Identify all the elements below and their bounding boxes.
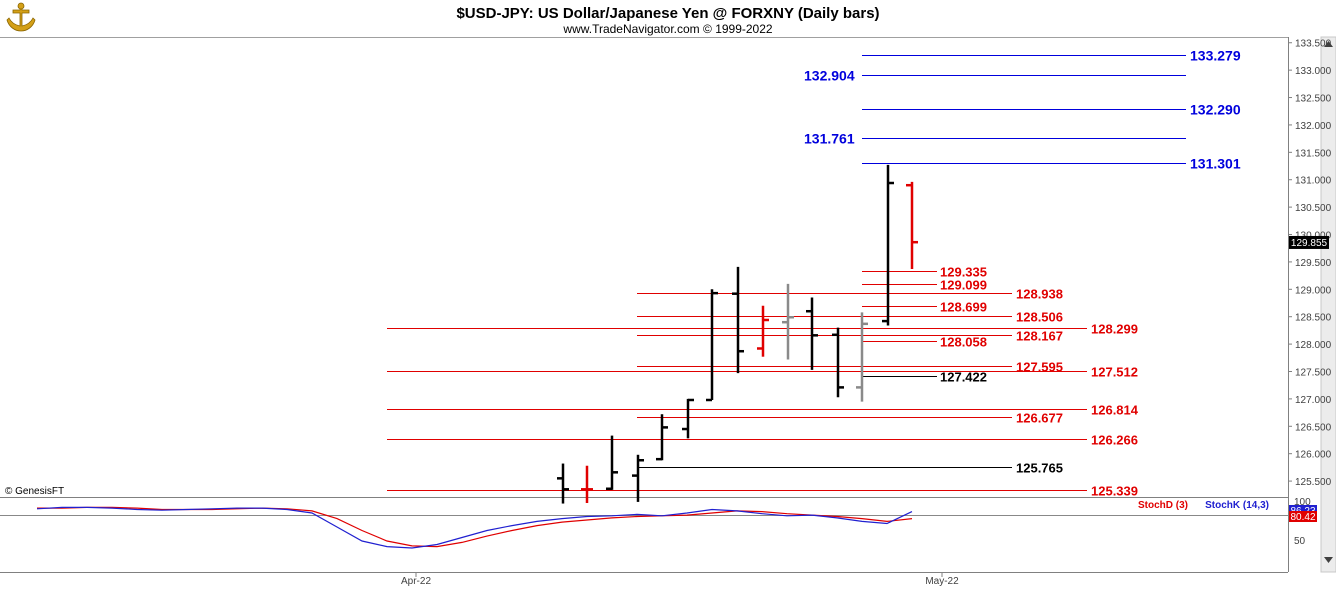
- ohlc-bar: [732, 266, 744, 374]
- stochd-last-value: 80.42: [1290, 512, 1315, 523]
- level-label: 126.677: [1016, 411, 1063, 426]
- level-label: 128.299: [1091, 322, 1138, 337]
- stochk-legend: StochK (14,3): [1205, 500, 1269, 511]
- level-lines: [387, 55, 1186, 491]
- price-tick-label: 128.000: [1295, 340, 1332, 351]
- level-label: 129.335: [940, 265, 987, 280]
- level-label: 128.058: [940, 335, 987, 350]
- chart-subtitle: www.TradeNavigator.com © 1999-2022: [562, 22, 772, 36]
- price-tick-label: 131.000: [1295, 176, 1332, 187]
- price-tick-label: 132.500: [1295, 94, 1332, 105]
- stochd-legend: StochD (3): [1138, 500, 1188, 511]
- level-label: 131.301: [1190, 156, 1241, 172]
- stoch-tick-100: 100: [1294, 497, 1311, 508]
- ohlc-bar: [682, 398, 694, 439]
- level-label: 127.595: [1016, 360, 1063, 375]
- level-label: 128.699: [940, 300, 987, 315]
- watermark: © GenesisFT: [5, 486, 64, 497]
- price-tick-label: 133.500: [1295, 39, 1332, 50]
- triangle-up-icon[interactable]: [1324, 41, 1333, 47]
- level-label: 125.339: [1091, 484, 1138, 499]
- price-tick-label: 133.000: [1295, 66, 1332, 77]
- level-labels: 133.279 132.904 132.290 131.761 131.301 129.3…: [804, 48, 1241, 499]
- level-label: 132.290: [1190, 102, 1241, 118]
- level-label: 128.167: [1016, 329, 1063, 344]
- last-price-marker: 129.855: [1289, 235, 1329, 249]
- price-tick-label: 126.500: [1295, 422, 1332, 433]
- ohlc-bar: [757, 305, 769, 357]
- level-label: 126.814: [1091, 403, 1139, 418]
- navigator-logo-icon: [6, 2, 36, 32]
- price-tick-label: 126.000: [1295, 450, 1332, 461]
- stochastic-panel: [0, 506, 1288, 549]
- price-tick-label: 129.000: [1295, 285, 1332, 296]
- stoch-tick-50: 50: [1294, 536, 1306, 547]
- x-tick-label-may: May-22: [925, 576, 959, 587]
- ohlc-bar: [906, 181, 918, 270]
- level-label: 129.099: [940, 278, 987, 293]
- ohlc-bar: [581, 465, 593, 503]
- level-label: 133.279: [1190, 48, 1241, 64]
- level-label: 126.266: [1091, 433, 1138, 448]
- level-label: 128.938: [1016, 287, 1063, 302]
- ohlc-bar: [882, 164, 894, 326]
- ohlc-bar: [856, 312, 868, 402]
- price-tick-label: 128.500: [1295, 313, 1332, 324]
- ohlc-bar: [706, 289, 718, 402]
- ohlc-bars: [557, 164, 918, 504]
- price-tick-label: 127.500: [1295, 367, 1332, 378]
- stoch-last-values: 86.23 80.42: [1289, 505, 1317, 523]
- price-tick-label: 131.500: [1295, 148, 1332, 159]
- level-label: 125.765: [1016, 461, 1063, 476]
- level-label: 131.761: [804, 131, 855, 147]
- triangle-down-icon[interactable]: [1324, 557, 1333, 563]
- price-tick-label: 130.500: [1295, 203, 1332, 214]
- ohlc-bar: [557, 463, 569, 504]
- level-label: 127.422: [940, 370, 987, 385]
- stochd-line: [37, 506, 913, 548]
- price-tick-label: 132.000: [1295, 121, 1332, 132]
- price-tick-label: 127.000: [1295, 395, 1332, 406]
- ohlc-bar: [782, 283, 794, 360]
- stochk-line: [36, 506, 913, 549]
- ohlc-bar: [832, 327, 844, 398]
- vertical-scrollbar[interactable]: [1320, 36, 1336, 573]
- ohlc-bar: [656, 414, 668, 461]
- ohlc-bar: [632, 454, 644, 502]
- level-label: 127.512: [1091, 365, 1138, 380]
- last-price-label: 129.855: [1291, 238, 1328, 249]
- header-bar: [0, 0, 1336, 37]
- price-tick-label: 125.500: [1295, 477, 1332, 488]
- chart-title: $USD-JPY: US Dollar/Japanese Yen @ FORXN…: [456, 5, 879, 22]
- ohlc-bar: [806, 297, 818, 370]
- level-label: 128.506: [1016, 310, 1063, 325]
- level-label: 132.904: [804, 68, 855, 84]
- price-tick-label: 129.500: [1295, 258, 1332, 269]
- ohlc-bar: [606, 435, 618, 491]
- x-tick-label-apr: Apr-22: [401, 576, 431, 587]
